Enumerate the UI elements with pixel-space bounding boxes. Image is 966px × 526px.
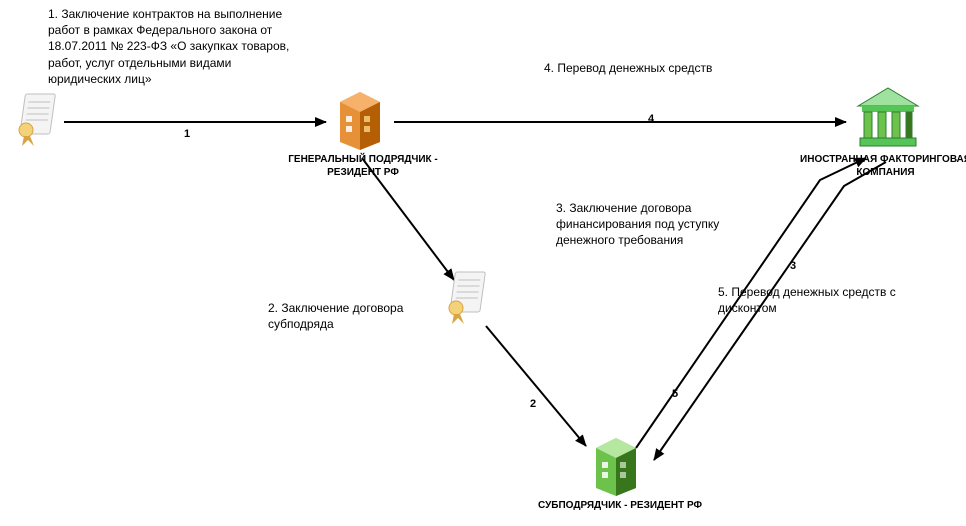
edge-number-5: 5 [672, 388, 678, 400]
label-1: 1. Заключение контрактов на выполнение р… [48, 6, 328, 87]
contractor-building-icon [330, 86, 390, 152]
contractor-caption: ГЕНЕРАЛЬНЫЙ ПОДРЯДЧИК - РЕЗИДЕНТ РФ [278, 154, 448, 179]
diagram-canvas: ГЕНЕРАЛЬНЫЙ ПОДРЯДЧИК - РЕЗИДЕНТ РФ ИНОС… [0, 0, 966, 526]
label-4: 4. Перевод денежных средств [544, 60, 794, 76]
edge-number-2: 2 [530, 398, 536, 410]
edge-number-4: 4 [648, 113, 654, 125]
edge-number-3: 3 [790, 260, 796, 272]
subcontractor-building-icon [586, 432, 646, 498]
edge-number-1: 1 [184, 128, 190, 140]
label-2: 2. Заключение договора субподряда [268, 300, 468, 332]
bank-icon [852, 80, 924, 152]
foreign-caption: ИНОСТРАННАЯ ФАКТОРИНГОВАЯ КОМПАНИЯ [798, 154, 966, 179]
subcontractor-caption: СУБПОДРЯДЧИК - РЕЗИДЕНТ РФ [520, 500, 720, 513]
edge-2 [486, 326, 586, 446]
label-5: 5. Перевод денежных средств с дисконтом [718, 284, 938, 316]
document-icon-1 [14, 90, 62, 148]
label-3: 3. Заключение договора финансирования по… [556, 200, 786, 249]
